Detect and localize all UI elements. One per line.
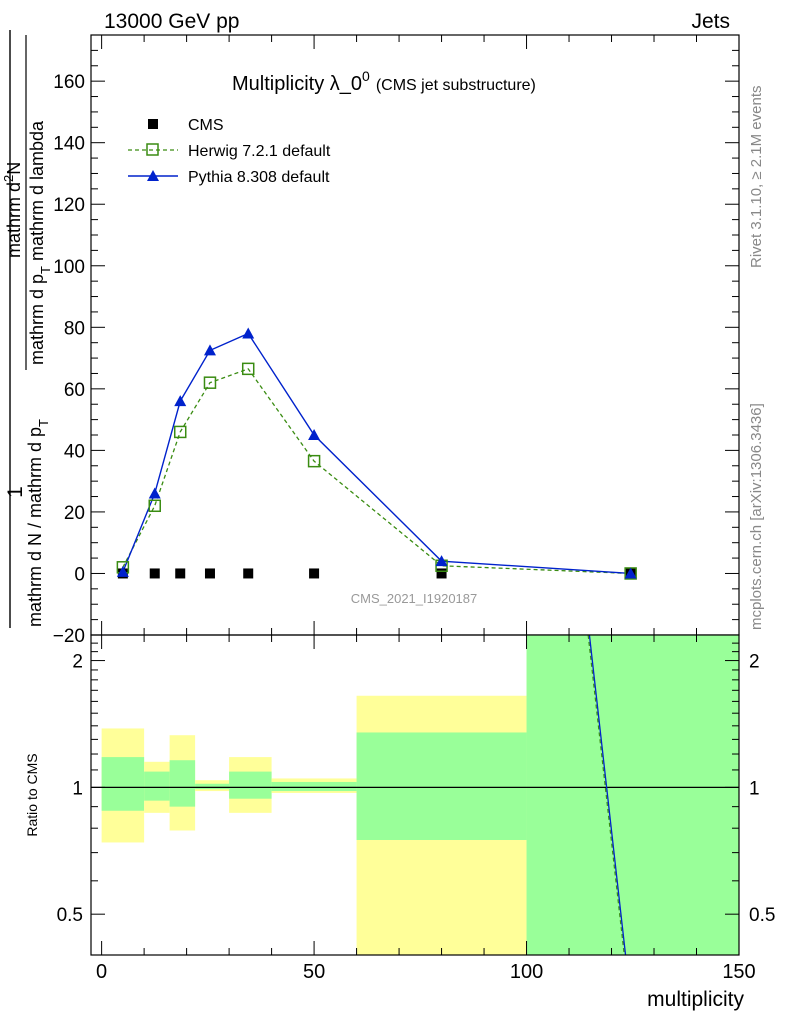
herwig-series-line [122, 368, 631, 575]
y-tick-label: 80 [64, 318, 85, 339]
pythia-data-point [148, 487, 161, 499]
y-label-inner-text: mathrm d N / mathrm d pT [25, 419, 51, 627]
main-plot-panel: Multiplicity λ_00(CMS jet substructure) … [1, 30, 740, 647]
ratio-tick-label-right: 1 [749, 778, 760, 799]
main-title-text: Multiplicity λ_0 [232, 73, 362, 95]
mcplots-label: mcplots.cern.ch [arXiv:1306.3436] [748, 403, 765, 630]
pythia-data-point [203, 344, 216, 356]
legend: CMS Herwig 7.2.1 default Pythia 8.308 de… [128, 117, 331, 186]
y-tick-label: 40 [64, 441, 85, 462]
cms-data-point [175, 568, 186, 579]
ratio-inner-band [229, 771, 272, 799]
pythia-data-point [435, 555, 448, 567]
cms-data-point [204, 568, 215, 579]
herwig-data-point [203, 376, 217, 389]
y-tick-label: 140 [53, 134, 85, 155]
y-tick-label: 60 [64, 380, 85, 401]
ratio-plot-frame [90, 634, 740, 956]
pythia-data-point [624, 567, 637, 579]
y-tick-label: 0 [74, 564, 85, 585]
x-tick-label: 0 [96, 961, 107, 983]
x-axis-label: multiplicity [647, 988, 744, 1011]
ratio-inner-band [526, 635, 739, 955]
main-title-suffix: (CMS jet substructure) [376, 77, 536, 94]
ratio-plot-panel: 0.5 0.5 1 1 2 2 0 50 100 150 Ratio to CMS multip… [24, 634, 775, 1011]
x-tick-label: 150 [722, 961, 755, 983]
ratio-inner-band [195, 783, 230, 790]
ratio-inner-band [356, 732, 527, 841]
x-axis-ticks: 0 50 100 150 [96, 635, 756, 983]
y-tick-label: −20 [53, 626, 85, 647]
main-y-ticks: −20 0 20 40 60 80 100 120 140 160 [53, 34, 740, 647]
cms-data-point [149, 568, 160, 579]
pythia-data-point [308, 429, 321, 440]
pythia-data-point [242, 327, 255, 339]
ratio-tick-label-right: 0.5 [749, 905, 775, 926]
pythia-data-point [116, 565, 129, 577]
pythia-series-line [122, 332, 631, 575]
y-tick-label: 20 [64, 503, 85, 524]
ratio-series-layer [587, 634, 627, 956]
main-title: Multiplicity λ_00 (CMS jet substructure) [232, 68, 536, 95]
header-jets-label: Jets [691, 10, 730, 33]
legend-pythia-marker [147, 170, 159, 181]
cms-data-point [309, 568, 320, 579]
main-y-axis-label: 1 mathrm d N / mathrm d pT mathrm d2N ma… [1, 30, 53, 628]
y-label-inner-numerator: mathrm d2N [1, 162, 24, 258]
header-energy-label: 13000 GeV pp [104, 10, 239, 33]
main-series-layer [116, 327, 637, 580]
herwig-data-point [307, 454, 321, 468]
y-tick-label: 100 [53, 257, 85, 278]
herwig-data-point [148, 499, 161, 513]
herwig-ratio-line [587, 634, 625, 956]
ratio-tick-label-right: 2 [749, 652, 760, 673]
ratio-y-ticks: 0.5 0.5 1 1 2 2 [57, 642, 775, 926]
main-title-superscript: 0 [362, 68, 370, 84]
ratio-y-axis-label: Ratio to CMS [24, 753, 40, 836]
x-tick-label: 50 [303, 961, 325, 983]
cms-data-point [436, 568, 447, 579]
herwig-data-point [241, 362, 255, 376]
legend-cms-marker [148, 119, 158, 129]
pythia-data-point [174, 395, 187, 407]
ratio-inner-band [169, 760, 196, 807]
ratio-inner-band [144, 771, 170, 801]
y-tick-label: 160 [53, 72, 85, 93]
y-tick-label: 120 [53, 195, 85, 216]
rivet-label: Rivet 3.1.10, ≥ 2.1M events [748, 86, 765, 269]
ratio-bands-layer [101, 635, 739, 955]
legend-pythia-label: Pythia 8.308 default [188, 169, 330, 186]
herwig-data-point [173, 425, 187, 439]
ratio-tick-label: 2 [72, 652, 83, 673]
y-label-inner-denominator: mathrm d pT mathrm d lambda [27, 120, 53, 365]
ratio-inner-band [271, 781, 357, 792]
ratio-inner-band [101, 757, 145, 811]
ratio-tick-label: 0.5 [57, 905, 83, 926]
legend-cms-label: CMS [188, 117, 224, 134]
legend-herwig-label: Herwig 7.2.1 default [188, 143, 331, 160]
ratio-tick-label: 1 [72, 778, 83, 799]
pythia-ratio-line [588, 634, 627, 956]
cms-data-point [243, 568, 254, 579]
watermark-label: CMS_2021_I1920187 [351, 591, 478, 606]
legend-herwig-marker [146, 143, 159, 156]
x-tick-label: 100 [510, 961, 543, 983]
y-label-prefactor: 1 [4, 486, 27, 498]
